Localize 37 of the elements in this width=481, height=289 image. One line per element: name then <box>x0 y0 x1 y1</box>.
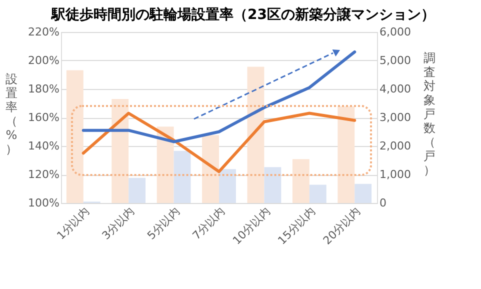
bar <box>292 159 310 203</box>
bar <box>174 150 191 203</box>
y-axis-title: 設置率（%） <box>6 72 18 156</box>
line-series <box>82 112 356 174</box>
x-tick-label: 3分以内 <box>100 204 138 242</box>
x-tick-label: 7分以内 <box>190 204 228 242</box>
bar <box>309 184 326 203</box>
x-tick-label: 20分以内 <box>320 204 364 248</box>
bar <box>156 126 174 203</box>
x-tick-label: 5分以内 <box>144 204 182 242</box>
bar <box>128 178 146 203</box>
bar <box>338 106 355 203</box>
y-tick-label: 140% <box>28 140 60 152</box>
y2-tick-label: 1,000 <box>380 168 411 181</box>
y2-tick-label: 2,000 <box>380 140 411 152</box>
line-series <box>82 50 356 144</box>
y-tick-label: 200% <box>28 54 60 67</box>
text: 調査対象戸数（戸） <box>424 51 436 177</box>
bar <box>66 70 84 203</box>
y2-tick-label: 4,000 <box>380 82 411 96</box>
bar <box>264 167 282 203</box>
bar <box>354 184 372 203</box>
y-tick-label: 220% <box>28 26 60 38</box>
y2-tick-label: 0 <box>380 196 386 210</box>
bar <box>112 98 129 203</box>
bar <box>202 135 219 203</box>
bar <box>219 169 236 203</box>
y-tick-label: 160% <box>28 111 60 124</box>
y2-tick-label: 3,000 <box>380 111 411 124</box>
y2-tick-label: 6,000 <box>380 26 411 38</box>
x-tick-label: 10分以内 <box>230 204 273 248</box>
x-tick-label: 15分以内 <box>275 204 318 248</box>
y-tick-label: 120% <box>28 168 60 181</box>
chart-title: 駅徒歩時間別の駐輪場設置率（23区の新築分譲マンション） <box>50 6 435 23</box>
y2-tick-label: 5,000 <box>380 54 411 67</box>
y-tick-label: 180% <box>28 82 60 96</box>
y-tick-label: 100% <box>28 196 60 210</box>
